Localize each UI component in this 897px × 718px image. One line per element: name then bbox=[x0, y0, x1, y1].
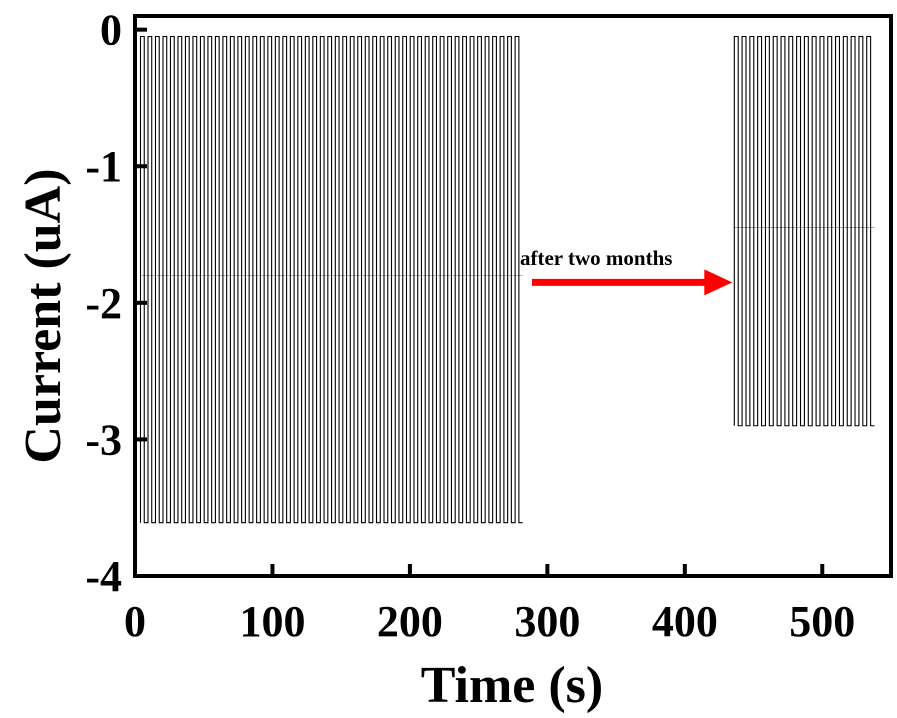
x-tick-label-300: 300 bbox=[514, 597, 580, 646]
y-tick-label-4: -4 bbox=[85, 552, 122, 601]
series-layer bbox=[139, 35, 875, 524]
y-tick-label-2: -2 bbox=[85, 279, 122, 328]
annotation-text: after two months bbox=[520, 246, 672, 270]
y-tick-label-0: 0 bbox=[100, 6, 122, 55]
x-tick-label-200: 200 bbox=[377, 597, 443, 646]
x-tick-label-0: 0 bbox=[124, 597, 146, 646]
y-tick-label-3: -3 bbox=[85, 415, 122, 464]
y-axis-ticks: 0 -1 -2 -3 -4 bbox=[85, 6, 147, 601]
annotation-layer: after two months bbox=[520, 246, 733, 296]
x-tick-label-500: 500 bbox=[789, 597, 855, 646]
series-after-line bbox=[733, 35, 875, 427]
x-tick-label-400: 400 bbox=[652, 597, 718, 646]
arrow-head bbox=[704, 269, 733, 296]
plot-frame bbox=[133, 14, 893, 578]
y-axis-title: Current (uA) bbox=[15, 168, 72, 463]
x-axis-title: Time (s) bbox=[421, 657, 603, 714]
x-tick-label-100: 100 bbox=[239, 597, 305, 646]
x-axis-ticks: 0 100 200 300 400 500 bbox=[124, 564, 855, 646]
y-tick-label-1: -1 bbox=[85, 142, 122, 191]
series-initial-line bbox=[139, 35, 523, 524]
